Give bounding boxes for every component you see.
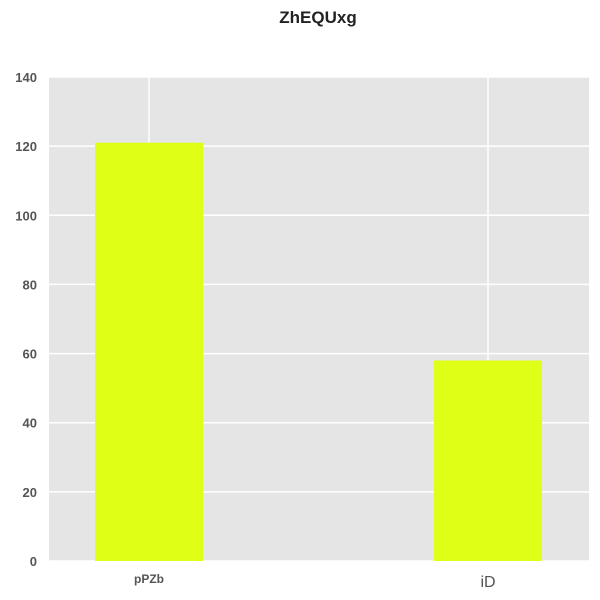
y-axis-ticks: 0 20 40 60 80 100 120 140: [15, 70, 37, 569]
bar: [434, 360, 542, 561]
y-tick-label: 80: [23, 277, 37, 292]
y-tick-label: 100: [15, 208, 37, 223]
x-tick-label: pPZb: [134, 572, 164, 586]
bar: [95, 142, 203, 561]
chart-title: ZhEQUxg: [279, 8, 356, 27]
y-tick-label: 140: [15, 70, 37, 85]
y-tick-label: 20: [23, 485, 37, 500]
y-tick-label: 60: [23, 347, 37, 362]
y-tick-label: 0: [30, 554, 37, 569]
x-axis-ticks: pPZb iD: [134, 572, 496, 591]
y-tick-label: 40: [23, 416, 37, 431]
x-tick-label: iD: [480, 574, 495, 591]
bars: [95, 142, 542, 561]
y-tick-label: 120: [15, 139, 37, 154]
